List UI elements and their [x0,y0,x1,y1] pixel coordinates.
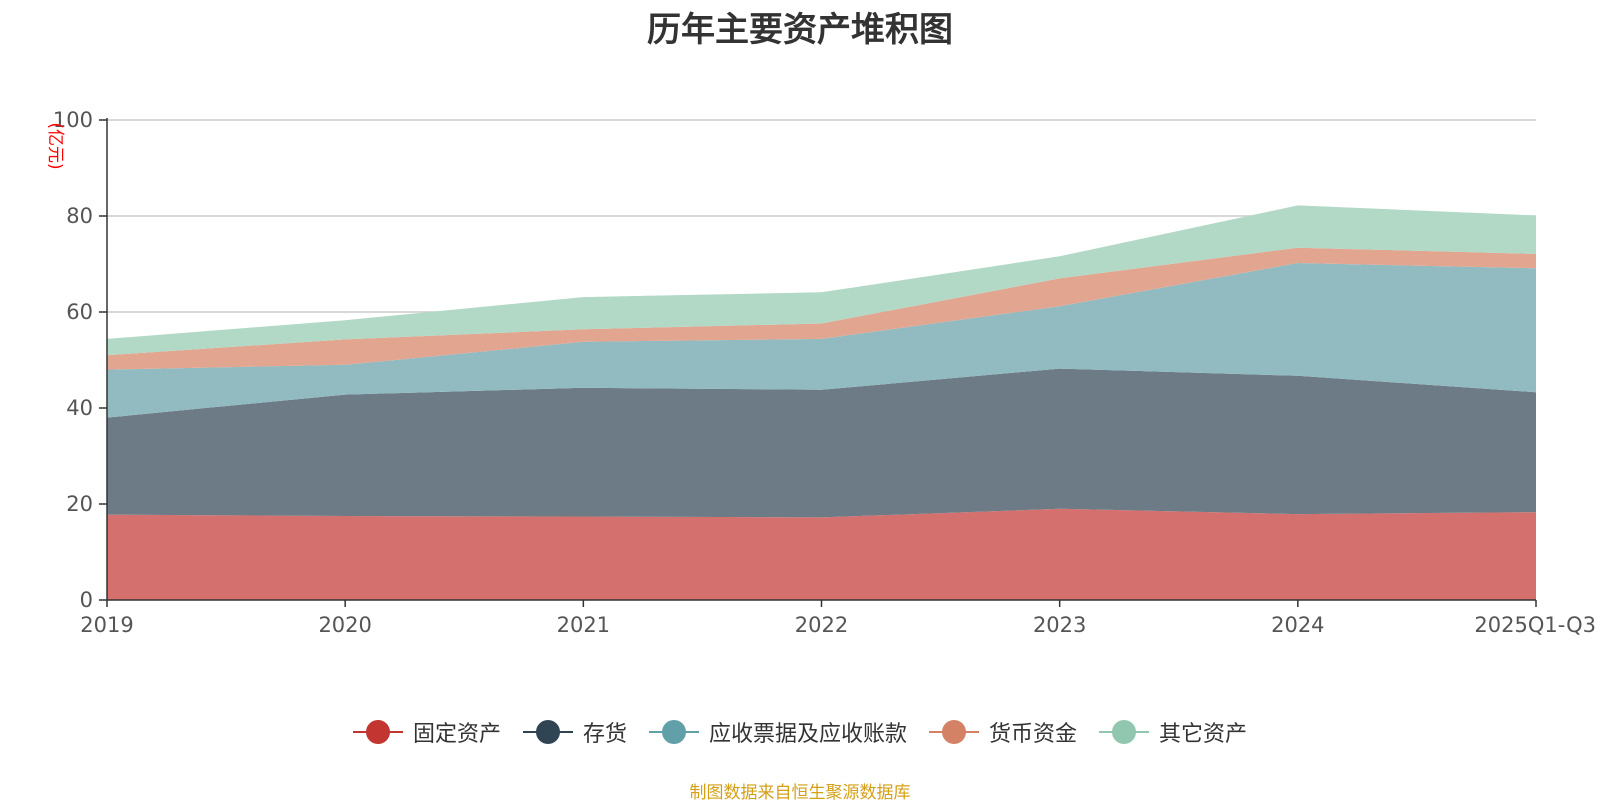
legend-symbol-icon [1099,720,1150,744]
y-tick-label: 20 [66,492,93,516]
legend-label: 固定资产 [412,722,501,747]
legend-label: 应收票据及应收账款 [708,722,907,747]
series-areas [107,205,1536,600]
legend-item-inventory[interactable]: 存货 [522,716,627,748]
x-tick-label: 2020 [318,613,371,637]
legend-item-fixed-assets[interactable]: 固定资产 [352,716,501,748]
y-tick-label: 60 [66,300,93,324]
legend-symbol-icon [352,720,403,744]
y-tick-label: 0 [80,588,93,612]
area-固定资产[interactable] [107,508,1536,600]
area-存货[interactable] [107,368,1536,518]
legend-label: 存货 [582,722,627,747]
x-tick-label: 2022 [795,613,848,637]
x-tick-label: 2025Q1-Q3 [1474,613,1596,637]
legend-item-cash[interactable]: 货币资金 [929,716,1077,748]
axes [99,118,1537,607]
y-axis-unit-label: (亿元) [45,122,65,169]
y-tick-label: 80 [66,204,93,228]
legend-label: 其它资产 [1159,722,1248,747]
legend-symbol-icon [929,720,979,744]
legend-item-other-assets[interactable]: 其它资产 [1099,716,1247,748]
x-tick-label: 2021 [557,613,610,637]
y-tick-label: 100 [53,108,93,132]
legend: 固定资产 存货 应收票据及应收账款 货币资金 其它资产 [0,716,1600,748]
area-货币资金[interactable] [107,247,1536,370]
area-应收票据及应收账款[interactable] [107,263,1536,418]
legend-item-receivables[interactable]: 应收票据及应收账款 [648,716,907,748]
x-tick-label: 2024 [1271,613,1324,637]
legend-label: 货币资金 [989,722,1078,747]
chart-title: 历年主要资产堆积图 [647,10,953,50]
legend-symbol-icon [522,720,573,744]
tick-labels: 0 20 40 60 80 100 2019 2020 2021 2022 2023 2024 2025… [53,108,1596,637]
x-tick-label: 2019 [80,613,133,637]
legend-symbol-icon [648,720,699,744]
y-tick-label: 40 [66,396,93,420]
area-其它资产[interactable] [107,205,1536,356]
data-source-note: 制图数据来自恒生聚源数据库 [689,783,911,803]
x-tick-label: 2023 [1033,613,1086,637]
